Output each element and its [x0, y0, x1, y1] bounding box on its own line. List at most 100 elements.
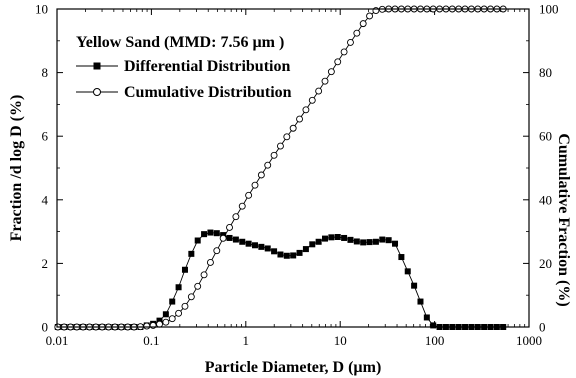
cumulative-point: [308, 96, 316, 104]
differential-point: [417, 298, 424, 305]
cumulative-point: [353, 29, 361, 37]
cumulative-point: [238, 202, 246, 210]
differential-point: [239, 238, 246, 245]
x-tick-label: 0.01: [46, 333, 69, 348]
cumulative-point: [296, 115, 303, 123]
y2-tick-label: 0: [539, 320, 546, 335]
cumulative-point: [219, 234, 227, 242]
x-tick-label: 0.1: [143, 333, 159, 348]
plot-frame: [56, 8, 530, 328]
y2-tick-label: 80: [539, 65, 552, 80]
differential-point: [162, 311, 169, 318]
cumulative-point: [334, 58, 342, 66]
differential-point: [385, 237, 392, 244]
differential-point: [169, 298, 176, 305]
differential-point: [283, 252, 290, 259]
y-tick-label: 6: [42, 129, 49, 144]
x-tick-label: 10: [334, 333, 347, 348]
differential-point: [188, 250, 195, 257]
y2-axis-label: Cumulative Fraction (%): [555, 133, 572, 306]
cumulative-point: [206, 258, 214, 266]
differential-point: [341, 234, 348, 241]
differential-point: [347, 236, 354, 243]
differential-point: [290, 252, 297, 259]
y-tick-label: 8: [42, 65, 49, 80]
differential-point: [328, 234, 335, 241]
cumulative-point: [340, 48, 348, 56]
cumulative-point: [315, 87, 323, 95]
differential-point: [156, 317, 163, 324]
differential-point: [430, 322, 437, 329]
differential-point: [296, 249, 303, 256]
differential-point: [226, 234, 233, 241]
cumulative-point: [200, 271, 208, 279]
cumulative-point: [226, 224, 233, 231]
differential-point: [271, 248, 278, 255]
differential-point: [277, 251, 284, 258]
legend-marker-cumulative: [93, 88, 101, 96]
differential-point: [194, 237, 201, 244]
y-tick-label: 2: [42, 256, 49, 271]
differential-point: [302, 246, 309, 253]
differential-point: [207, 229, 214, 236]
series-markers-layer: [54, 5, 507, 331]
chart-title: Yellow Sand (MMD: 7.56 µm ): [76, 34, 284, 51]
cumulative-point: [276, 142, 284, 150]
y-tick-label: 4: [42, 192, 49, 207]
differential-point: [398, 254, 405, 261]
differential-point: [372, 238, 379, 245]
cumulative-point: [289, 124, 297, 132]
cumulative-point: [283, 133, 291, 141]
differential-point: [315, 238, 322, 245]
x-tick-label: 100: [425, 333, 445, 348]
differential-point: [423, 314, 430, 321]
cumulative-point: [187, 293, 195, 301]
cumulative-point: [359, 20, 367, 28]
cumulative-point: [156, 320, 163, 328]
differential-point: [201, 231, 208, 238]
differential-point: [175, 284, 182, 291]
legend: Yellow Sand (MMD: 7.56 µm ) Differential…: [76, 34, 292, 101]
x-tick-label: 1000: [516, 333, 542, 348]
cumulative-point: [232, 213, 240, 221]
differential-point: [264, 245, 271, 252]
differential-point: [309, 241, 316, 248]
differential-point: [404, 268, 411, 275]
series-line-cumulative: [57, 8, 504, 328]
y2-tick-label: 20: [539, 256, 552, 271]
differential-point: [245, 240, 252, 247]
differential-point: [232, 236, 239, 243]
cumulative-point: [245, 191, 253, 199]
x-tick-label: 1: [243, 333, 250, 348]
cumulative-point: [162, 318, 170, 326]
differential-point: [360, 239, 367, 246]
cumulative-point: [194, 282, 202, 290]
x-axis-label: Particle Diameter, D (µm): [205, 359, 382, 376]
differential-point: [322, 235, 329, 242]
differential-point: [366, 239, 373, 246]
differential-point: [392, 240, 399, 247]
legend-marker-differential: [93, 62, 101, 70]
y2-tick-label: 40: [539, 192, 552, 207]
y-tick-label: 10: [35, 2, 48, 17]
cumulative-point: [181, 302, 189, 310]
legend-label-differential: Differential Distribution: [124, 58, 290, 75]
differential-point: [258, 243, 265, 250]
series-line-differential: [57, 232, 504, 328]
cumulative-point: [213, 247, 221, 255]
differential-point: [411, 282, 418, 289]
cumulative-point: [251, 181, 259, 189]
ticks-layer: [56, 8, 530, 328]
differential-point: [334, 234, 341, 241]
y2-tick-label: 60: [539, 129, 552, 144]
cumulative-point: [257, 171, 265, 179]
cumulative-point: [347, 38, 354, 46]
differential-point: [181, 266, 188, 273]
differential-point: [251, 242, 258, 249]
cumulative-point: [302, 106, 310, 114]
cumulative-point: [264, 161, 272, 169]
differential-point: [353, 238, 360, 245]
y-axis-label: Fraction /d log D (%): [8, 95, 25, 242]
